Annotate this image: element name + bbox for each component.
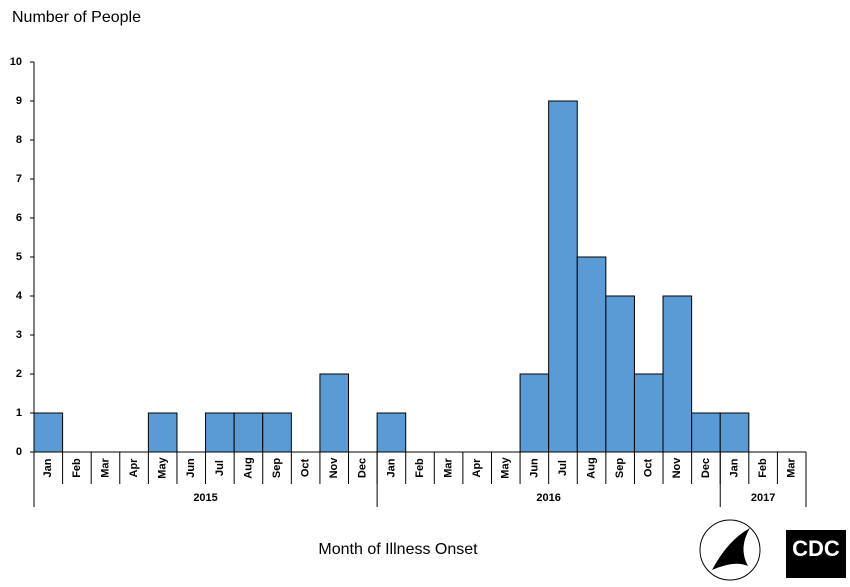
x-tick-label: Sep [614,458,626,478]
bar [548,100,578,453]
bar [205,412,235,453]
x-axis-label: Month of Illness Onset [318,541,478,558]
x-tick-label: Dec [700,458,712,478]
x-tick-label: Jul [214,460,226,476]
y-tick-label: 6 [16,212,22,224]
y-tick-label: 7 [16,173,22,185]
x-tick-label: Feb [757,458,769,478]
y-tick-label: 4 [16,290,23,302]
x-tick-label: Sep [271,458,283,478]
bar [262,412,292,453]
y-tick-label: 8 [16,134,22,146]
bar [376,412,407,453]
group-label: 2016 [536,492,560,504]
x-tick-label: Mar [99,458,111,478]
y-tick-label: 1 [16,407,22,419]
x-tick-label: Apr [471,458,483,478]
bar [719,412,750,453]
y-tick-label: 5 [16,251,22,263]
bar [233,412,264,453]
bar [319,373,350,453]
bar [33,412,64,453]
bar [519,373,550,453]
group-label: 2015 [193,492,217,504]
x-tick-label: Jan [42,458,54,477]
x-tick-label: Mar [442,458,454,478]
x-tick-label: Jun [528,458,540,478]
bar [605,295,635,453]
bar [147,412,178,453]
x-tick-label: Jun [185,458,197,478]
y-tick-label: 10 [10,56,22,68]
x-tick-label: Oct [300,458,312,477]
x-tick-label: Aug [242,457,254,478]
x-tick-label: May [500,456,512,478]
cdc-logo: CDC [786,530,846,578]
x-tick-label: Apr [128,458,140,478]
x-tick-label: Feb [414,458,426,478]
group-label: 2017 [751,492,775,504]
x-tick-label: Dec [357,458,369,478]
x-tick-label: Aug [585,457,597,478]
x-tick-label: Feb [71,458,83,478]
y-tick-label: 2 [16,368,22,380]
x-tick-label: Nov [328,457,340,479]
chart-title: Number of People [12,9,141,26]
x-tick-label: Jul [557,460,569,476]
bar [691,412,721,453]
x-tick-label: Jan [728,458,740,477]
bar [662,295,693,453]
y-tick-label: 9 [16,95,22,107]
x-tick-label: Jan [385,458,397,477]
x-tick-label: May [157,456,169,478]
x-tick-label: Oct [643,458,655,477]
hhs-logo [699,519,761,581]
bar [633,373,664,453]
x-tick-label: Mar [786,458,798,478]
bar [576,256,607,453]
logo-text: CDC [792,536,840,561]
y-tick-label: 0 [16,446,22,458]
x-tick-label: Nov [671,457,683,479]
y-tick-label: 3 [16,329,22,341]
